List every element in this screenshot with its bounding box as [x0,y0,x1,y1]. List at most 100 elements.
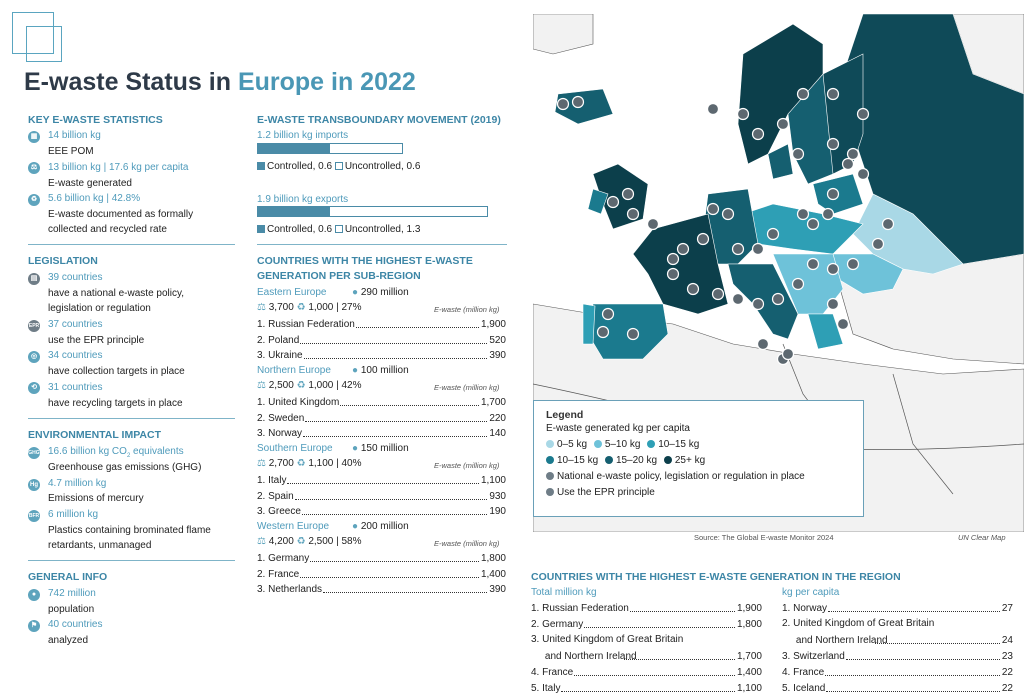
policy-pin [826,87,840,101]
table-row: 4. France 1,400 [531,666,762,679]
total-title: Total million kg [531,587,597,598]
recycled-label-2: collected and recycled rate [48,224,167,235]
key-stats-heading: KEY E-WASTE STATISTICS [28,114,163,126]
person-icon: ● [352,287,359,298]
region-name: Northern Europe [257,365,331,376]
policy-icon: ▤ [28,273,40,285]
legend-swatch [546,440,554,448]
policy-pin [771,292,785,306]
row-name: 2. Poland [257,334,300,346]
policy-pin [666,267,680,281]
flag-icon: ⚑ [28,620,40,632]
row-name: 3. Greece [257,506,301,517]
dot-leader [574,674,735,676]
source-note: Source: The Global E-waste Monitor 2024 [694,533,834,542]
imports-legend: Controlled, 0.6 Uncontrolled, 0.6 [257,160,420,173]
row-name: 1. Germany [257,553,310,564]
policy-pin [841,157,855,171]
collection-value: 34 countries [48,350,103,361]
row-name: 3. Norway [257,428,303,439]
legend-swatch [647,440,656,448]
countries-value: 40 countries [48,619,103,630]
policy-pin [731,242,745,256]
table-row: 5. Italy 1,100 [531,682,762,695]
map-credit: UN Clear Map [958,533,1006,542]
policy-pin [751,297,765,311]
policy-pin [796,87,810,101]
table-row: 4. France 22 [782,666,1013,679]
policy-pin [826,297,840,311]
unit-label: E-waste (million kg) [434,461,500,470]
row-value: 1,100 [480,475,506,486]
divider [28,244,235,245]
row-value: 930 [489,490,506,502]
imports-controlled-fill [258,144,330,153]
scale-icon: ⚖ [257,536,266,547]
row-value: 1,700 [736,650,762,662]
subregion-heading: COUNTRIES WITH THE HIGHEST E-WASTE [257,255,473,267]
row-value: 140 [489,428,506,439]
row-value: 220 [489,412,506,424]
exports-bar [257,206,488,217]
dot-leader [323,592,488,593]
table-row: 1. United Kingdom 1,700 [257,396,506,409]
policy-value: 39 countries [48,272,103,283]
row-name: 5. Iceland [782,682,826,694]
row-name: 2. Spain [257,490,294,502]
ghg-label: Greenhouse gas emissions (GHG) [48,462,202,473]
bfr-label: Plastics containing brominated flame [48,525,211,536]
legend-swatch [604,456,613,464]
region-stats: ⚖ 4,200 ♻ 2,500 | 58% [257,536,362,547]
dot-leader [561,690,735,692]
policy-pin [626,327,640,341]
policy-pin [706,102,720,116]
policy-pin [846,257,860,271]
legend-classes-row2: 10–15 kg 15–20 kg 25+ kg [546,453,851,469]
scale-icon: ⚖ [257,380,266,391]
row-name: 1. United Kingdom [257,397,340,408]
policy-pin [711,287,725,301]
eee-value: 14 billion kg [48,130,101,141]
legend-classes-row1: 0–5 kg 5–10 kg 10–15 kg [546,437,851,453]
divider [28,418,235,419]
subregion-heading-2: GENERATION PER SUB-REGION [257,270,421,282]
row-value: 23 [1001,650,1013,662]
policy-pin [556,97,570,111]
row-name: 3. United Kingdom of Great Britain [531,634,684,645]
table-row: 5. Iceland 22 [782,682,1013,695]
policy-pin [806,217,820,231]
transboundary-heading: E-WASTE TRANSBOUNDARY MOVEMENT (2019) [257,114,501,126]
row-name: 2. Sweden [257,412,305,424]
generated-stat: 4,200 [268,536,294,547]
policy-pin [751,127,765,141]
recycled-stat: 1,100 | 40% [308,458,362,469]
row-name: 5. Italy [531,682,561,694]
legislation-heading: LEGISLATION [28,255,98,267]
table-row: and Northern Ireland 24 [782,634,1013,647]
eee-icon: ▦ [28,131,40,143]
policy-pin [686,282,700,296]
policy-label: have a national e-waste policy, [48,288,185,299]
mercury-icon: Hg [28,479,40,491]
row-name: 2. France [257,568,300,580]
policy-pin [791,277,805,291]
policy-pin [721,207,735,221]
dot-leader [825,674,1000,676]
dot-leader [828,611,1000,612]
table-row: 2. Poland 520 [257,334,506,347]
region-population: ● 150 million [352,443,409,454]
policy-pin [626,207,640,221]
dot-leader [845,658,1000,660]
exports-title: 1.9 billion kg exports [257,194,349,205]
region-name: Southern Europe [257,443,333,454]
region-stats: ⚖ 3,700 ♻ 1,000 | 27% [257,302,362,313]
row-value: 1,700 [480,397,506,408]
policy-pin [856,167,870,181]
row-value: 1,900 [736,603,762,614]
policy-pin [806,257,820,271]
epr-label: use the EPR principle [48,335,145,346]
ghg-value: 16.6 billion kg CO2 equivalents [48,446,184,459]
exports-controlled-fill [258,207,331,216]
dot-leader [629,611,735,612]
recycled-stat: 1,000 | 42% [308,380,362,391]
